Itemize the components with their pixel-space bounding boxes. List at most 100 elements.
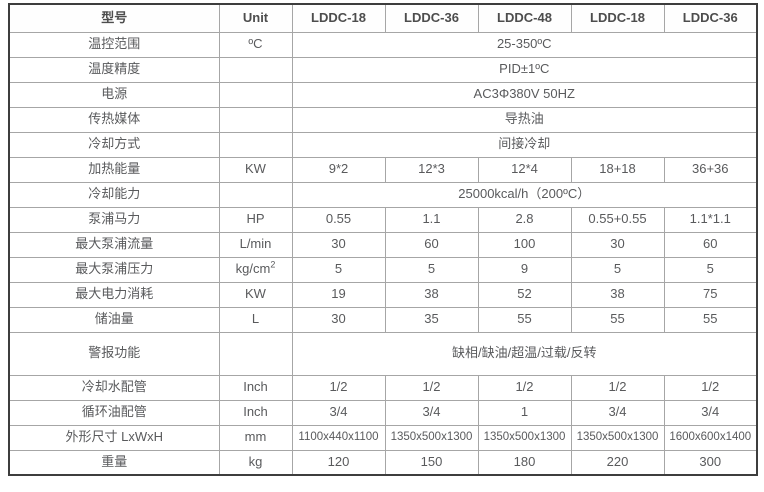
value-cell: 12*3 xyxy=(384,156,479,183)
value-cell: 1/2 xyxy=(384,374,479,401)
header-cell-lddc36-2: LDDC-36 xyxy=(663,3,758,33)
row-label: 加热能量 xyxy=(8,156,220,183)
value-cell: 1.1 xyxy=(384,206,479,233)
table-row-circulating-oil-piping: 循环油配管 Inch 3/4 3/4 1 3/4 3/4 xyxy=(8,399,758,426)
table-row-alarm-functions: 警报功能 缺相/缺油/超温/过载/反转 xyxy=(8,331,758,376)
unit-cell xyxy=(218,106,293,133)
value-cell: 3/4 xyxy=(570,399,665,426)
value-cell: 52 xyxy=(477,281,572,308)
span-value-cell: AC3Φ380V 50HZ xyxy=(291,81,758,108)
value-cell: 1350x500x1300 xyxy=(477,424,572,451)
spec-table: 型号 Unit LDDC-18 LDDC-36 LDDC-48 LDDC-18 … xyxy=(8,3,758,476)
row-label: 温度精度 xyxy=(8,56,220,83)
unit-cell: Inch xyxy=(218,374,293,401)
value-cell: 36+36 xyxy=(663,156,758,183)
value-cell: 2.8 xyxy=(477,206,572,233)
row-label: 冷却水配管 xyxy=(8,374,220,401)
header-cell-lddc36: LDDC-36 xyxy=(384,3,479,33)
span-value-cell: 缺相/缺油/超温/过载/反转 xyxy=(291,331,758,376)
value-cell: 35 xyxy=(384,306,479,333)
unit-cell xyxy=(218,331,293,376)
value-cell: 19 xyxy=(291,281,386,308)
value-cell: 1100x440x1100 xyxy=(291,424,386,451)
unit-cell: mm xyxy=(218,424,293,451)
value-cell: 1/2 xyxy=(477,374,572,401)
unit-cell: KW xyxy=(218,281,293,308)
value-cell: 5 xyxy=(384,256,479,283)
value-cell: 30 xyxy=(570,231,665,258)
unit-cell: kg/cm2 xyxy=(218,256,293,283)
table-row-heat-medium: 传热媒体 导热油 xyxy=(8,106,758,133)
table-row-oil-storage: 储油量 L 30 35 55 55 55 xyxy=(8,306,758,333)
value-cell: 55 xyxy=(477,306,572,333)
table-row-cooling-capacity: 冷却能力 25000kcal/h（200ºC） xyxy=(8,181,758,208)
value-cell: 30 xyxy=(291,231,386,258)
value-cell: 120 xyxy=(291,449,386,476)
value-cell: 1600x600x1400 xyxy=(663,424,758,451)
value-cell: 18+18 xyxy=(570,156,665,183)
value-cell: 1/2 xyxy=(570,374,665,401)
row-label: 温控范围 xyxy=(8,31,220,58)
value-cell: 55 xyxy=(663,306,758,333)
row-label: 警报功能 xyxy=(8,331,220,376)
span-value-cell: 间接冷却 xyxy=(291,131,758,158)
unit-text: kg/cm xyxy=(235,261,271,277)
unit-cell xyxy=(218,181,293,208)
unit-cell: L/min xyxy=(218,231,293,258)
value-cell: 3/4 xyxy=(384,399,479,426)
table-row-max-power-consumption: 最大电力消耗 KW 19 38 52 38 75 xyxy=(8,281,758,308)
value-cell: 1/2 xyxy=(663,374,758,401)
row-label: 电源 xyxy=(8,81,220,108)
value-cell: 300 xyxy=(663,449,758,476)
table-row-cooling-method: 冷却方式 间接冷却 xyxy=(8,131,758,158)
row-label: 传热媒体 xyxy=(8,106,220,133)
value-cell: 9 xyxy=(477,256,572,283)
row-label: 外形尺寸 LxWxH xyxy=(8,424,220,451)
header-cell-lddc48: LDDC-48 xyxy=(477,3,572,33)
value-cell: 1.1*1.1 xyxy=(663,206,758,233)
span-value-cell: 25-350ºC xyxy=(291,31,758,58)
unit-cell: ºC xyxy=(218,31,293,58)
row-label: 冷却能力 xyxy=(8,181,220,208)
header-cell-model: 型号 xyxy=(8,3,220,33)
span-value-cell: 导热油 xyxy=(291,106,758,133)
value-cell: 100 xyxy=(477,231,572,258)
header-cell-lddc18-2: LDDC-18 xyxy=(570,3,665,33)
value-cell: 220 xyxy=(570,449,665,476)
row-label: 最大电力消耗 xyxy=(8,281,220,308)
value-cell: 30 xyxy=(291,306,386,333)
value-cell: 38 xyxy=(570,281,665,308)
unit-cell xyxy=(218,56,293,83)
row-label: 最大泵浦流量 xyxy=(8,231,220,258)
value-cell: 5 xyxy=(570,256,665,283)
value-cell: 1 xyxy=(477,399,572,426)
unit-cell xyxy=(218,81,293,108)
row-label: 最大泵浦压力 xyxy=(8,256,220,283)
table-row-cooling-water-piping: 冷却水配管 Inch 1/2 1/2 1/2 1/2 1/2 xyxy=(8,374,758,401)
value-cell: 5 xyxy=(291,256,386,283)
value-cell: 3/4 xyxy=(663,399,758,426)
row-label: 循环油配管 xyxy=(8,399,220,426)
unit-cell: HP xyxy=(218,206,293,233)
value-cell: 55 xyxy=(570,306,665,333)
unit-cell xyxy=(218,131,293,158)
value-cell: 180 xyxy=(477,449,572,476)
row-label: 重量 xyxy=(8,449,220,476)
table-row-heating-capacity: 加热能量 KW 9*2 12*3 12*4 18+18 36+36 xyxy=(8,156,758,183)
unit-cell: kg xyxy=(218,449,293,476)
value-cell: 1350x500x1300 xyxy=(570,424,665,451)
value-cell: 75 xyxy=(663,281,758,308)
value-cell: 1350x500x1300 xyxy=(384,424,479,451)
span-value-cell: 25000kcal/h（200ºC） xyxy=(291,181,758,208)
value-cell: 12*4 xyxy=(477,156,572,183)
header-row: 型号 Unit LDDC-18 LDDC-36 LDDC-48 LDDC-18 … xyxy=(8,3,758,33)
row-label: 泵浦马力 xyxy=(8,206,220,233)
value-cell: 0.55 xyxy=(291,206,386,233)
value-cell: 150 xyxy=(384,449,479,476)
row-label: 储油量 xyxy=(8,306,220,333)
table-row-temp-range: 温控范围 ºC 25-350ºC xyxy=(8,31,758,58)
table-row-max-pump-pressure: 最大泵浦压力 kg/cm2 5 5 9 5 5 xyxy=(8,256,758,283)
value-cell: 9*2 xyxy=(291,156,386,183)
table-row-pump-horsepower: 泵浦马力 HP 0.55 1.1 2.8 0.55+0.55 1.1*1.1 xyxy=(8,206,758,233)
value-cell: 1/2 xyxy=(291,374,386,401)
